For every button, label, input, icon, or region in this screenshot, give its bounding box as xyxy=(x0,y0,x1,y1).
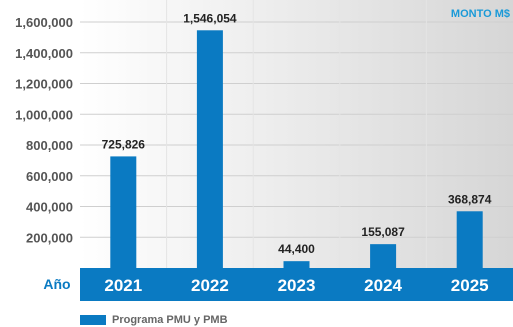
x-tick-label-2023: 2023 xyxy=(278,276,316,295)
x-tick-label-2024: 2024 xyxy=(364,276,402,295)
bar-2021 xyxy=(110,156,137,268)
x-axis-title: Año xyxy=(43,276,70,292)
data-label-2022: 1,546,054 xyxy=(183,11,237,25)
plot-background xyxy=(80,0,513,268)
y-tick-label: 1,200,000 xyxy=(15,77,73,92)
gridlines xyxy=(80,0,513,268)
data-label-2021: 725,826 xyxy=(102,137,146,151)
data-label-2025: 368,874 xyxy=(448,192,492,206)
y-tick-label: 400,000 xyxy=(26,200,73,215)
x-tick-label-2021: 2021 xyxy=(104,276,142,295)
data-label-2024: 155,087 xyxy=(361,225,405,239)
bar-2024 xyxy=(370,244,397,268)
y-tick-label: 1,400,000 xyxy=(15,46,73,61)
x-tick-label-2025: 2025 xyxy=(451,276,489,295)
y-tick-label: 600,000 xyxy=(26,169,73,184)
unit-label: MONTO M$ xyxy=(451,8,510,20)
data-labels: 725,826 1,546,054 44,400 155,087 368,874 xyxy=(102,11,492,256)
y-tick-label: 1,000,000 xyxy=(15,107,73,122)
bars xyxy=(110,30,483,269)
y-tick-label: 800,000 xyxy=(26,138,73,153)
bar-2023 xyxy=(283,261,310,268)
x-tick-label-2022: 2022 xyxy=(191,276,229,295)
legend-label: Programa PMU y PMB xyxy=(112,314,228,326)
legend: Programa PMU y PMB xyxy=(80,314,228,326)
y-axis-ticks: 200,000 400,000 600,000 800,000 1,000,000 1,2… xyxy=(15,15,73,245)
data-label-2023: 44,400 xyxy=(278,242,315,256)
y-tick-label: 200,000 xyxy=(26,230,73,245)
bar-2025 xyxy=(456,211,483,268)
x-axis-ticks: 2021 2022 2023 2024 2025 xyxy=(104,276,488,295)
bar-2022 xyxy=(196,30,223,269)
y-tick-label: 1,600,000 xyxy=(15,15,73,30)
legend-swatch xyxy=(80,315,106,325)
x-axis-band xyxy=(80,268,513,301)
